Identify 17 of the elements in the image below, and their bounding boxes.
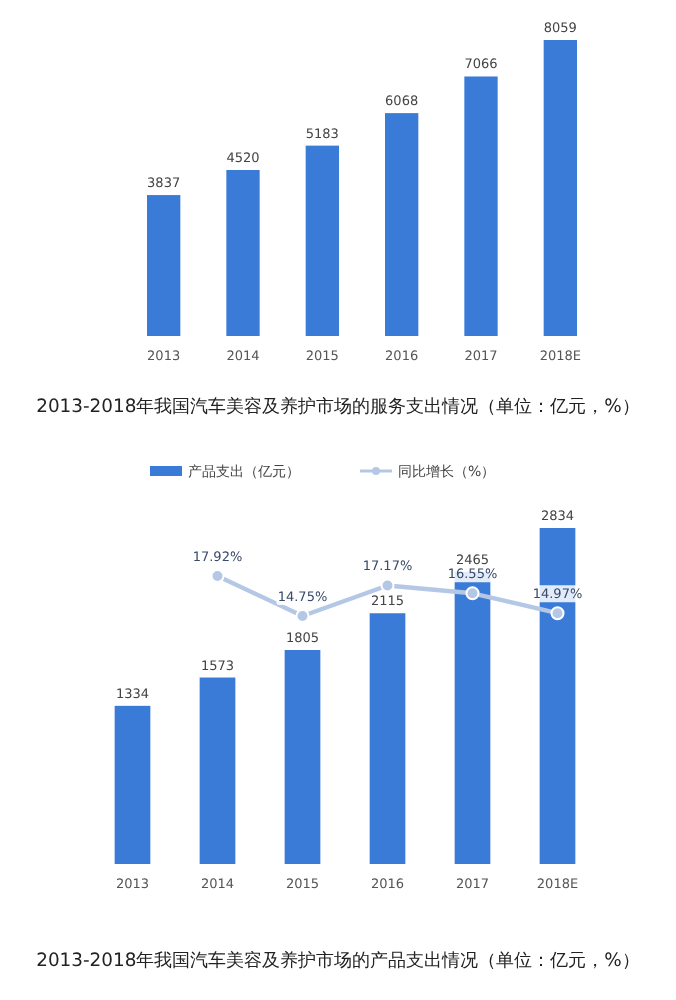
bar <box>464 76 498 336</box>
bar <box>543 40 577 336</box>
bar <box>199 677 236 864</box>
bar <box>147 195 181 336</box>
point <box>210 569 225 583</box>
point <box>380 578 395 593</box>
bar <box>114 705 151 864</box>
bar <box>385 113 419 336</box>
point <box>295 609 310 623</box>
bar <box>284 650 321 864</box>
text: 2013-2018年我国汽车美容及养护市场的服务支出情况（单位：亿元，%） <box>36 396 640 418</box>
text: 2013-2018年我国汽车美容及养护市场的产品支出情况（单位：亿元，%） <box>36 950 640 972</box>
bar <box>305 145 339 336</box>
bar <box>369 613 406 864</box>
bar <box>226 169 260 336</box>
point <box>465 586 480 601</box>
point <box>550 606 565 621</box>
